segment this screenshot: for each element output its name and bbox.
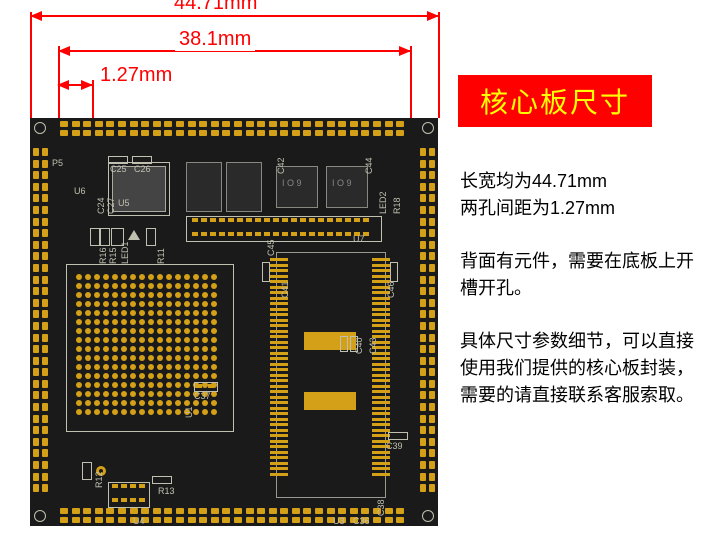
comp-r15	[100, 228, 110, 246]
corner-hole	[422, 510, 434, 522]
u3-center-pad2	[304, 392, 356, 410]
comp-block-1	[186, 162, 222, 212]
refdes-R11: R11	[156, 248, 166, 264]
refdes-U3: U3	[333, 516, 345, 526]
comp-chip-2-lbl: I O 9	[332, 178, 352, 188]
comp-c46	[390, 262, 398, 282]
desc-1: 长宽均为44.71mm 两孔间距为1.27mm	[460, 168, 710, 222]
refdes-U6: U6	[74, 186, 86, 196]
pins-left	[33, 148, 39, 492]
desc-2: 背面有元件，需要在底板上开槽开孔。	[460, 248, 710, 302]
dim-outer-label: 44.71mm	[170, 0, 261, 15]
refdes-C45: C45	[266, 239, 276, 256]
refdes-LED1: LED1	[120, 241, 130, 264]
refdes-C44: C44	[364, 157, 374, 174]
corner-hole	[34, 510, 46, 522]
pins-right-inner	[420, 148, 426, 492]
refdes-C42: C42	[276, 157, 286, 174]
refdes-R16: R16	[98, 247, 108, 264]
ext-line	[30, 12, 32, 118]
refdes-U4: U4	[133, 516, 145, 526]
refdes-C37: C37	[194, 391, 211, 401]
refdes-LED2: LED2	[378, 191, 388, 214]
comp-c39	[388, 432, 408, 440]
comp-c25	[108, 156, 128, 164]
comp-r11	[146, 228, 156, 246]
corner-hole	[422, 122, 434, 134]
refdes-R15: R15	[108, 247, 118, 264]
dim-inner-label: 38.1mm	[175, 28, 255, 51]
comp-c26	[132, 156, 152, 164]
pins-top	[60, 121, 404, 127]
refdes-C27: C27	[106, 197, 116, 214]
refdes-R18: R18	[392, 197, 402, 214]
pins-bottom-inner	[60, 508, 404, 514]
comp-chip-1-lbl: I O 9	[282, 178, 302, 188]
comp-block-2	[226, 162, 262, 212]
title-badge: 核心板尺寸	[458, 75, 652, 127]
refdes-R12: R12	[94, 471, 104, 488]
refdes-U7: U7	[353, 234, 365, 244]
comp-r16	[90, 228, 100, 246]
refdes-C41: C41	[280, 281, 290, 298]
diagram-canvas: 44.71mm 38.1mm 1.27mm 核心板尺寸 长宽均为44.71mm …	[0, 0, 720, 546]
ext-line	[438, 12, 440, 118]
refdes-C38: C38	[376, 499, 386, 516]
u4-pads-b	[112, 498, 145, 502]
refdes-C43: C43	[368, 337, 378, 354]
comp-c37-pad2	[208, 384, 214, 388]
comp-u3	[276, 252, 386, 498]
comp-c37-pad	[196, 384, 202, 388]
pins-right	[429, 148, 435, 492]
refdes-C40: C40	[354, 337, 364, 354]
comp-c41	[262, 262, 270, 282]
ext-line	[410, 46, 412, 118]
desc-3: 具体尺寸参数细节，可以直接使用我们提供的核心板封装，需要的请直接联系客服索取。	[460, 328, 710, 409]
refdes-P5: P5	[52, 158, 63, 168]
dim-pitch-arrow	[58, 84, 92, 86]
comp-c40	[340, 336, 348, 352]
refdes-U1: U1	[184, 406, 194, 418]
refdes-C46: C46	[386, 281, 396, 298]
dim-outer-arrow	[31, 15, 438, 17]
pcb-silk-area: I O 9 I O 9	[48, 136, 420, 508]
u4-pads-t	[112, 484, 145, 488]
u3-center-pad	[304, 332, 356, 350]
refdes-U5: U5	[118, 198, 130, 208]
u7-pads-bot	[192, 232, 369, 236]
refdes-C24: C24	[96, 197, 106, 214]
comp-r13	[152, 476, 172, 484]
refdes-C39: C39	[386, 441, 403, 451]
triangle-mark	[128, 230, 140, 240]
corner-hole	[34, 122, 46, 134]
refdes-R13: R13	[158, 486, 175, 496]
refdes-C26: C26	[134, 164, 151, 174]
u7-pads-top	[192, 218, 369, 222]
pcb-board: I O 9 I O 9	[30, 118, 438, 526]
refdes-C25: C25	[110, 164, 127, 174]
refdes-C36: C36	[353, 516, 370, 526]
comp-r12	[82, 462, 92, 480]
dim-pitch-label: 1.27mm	[100, 64, 172, 87]
